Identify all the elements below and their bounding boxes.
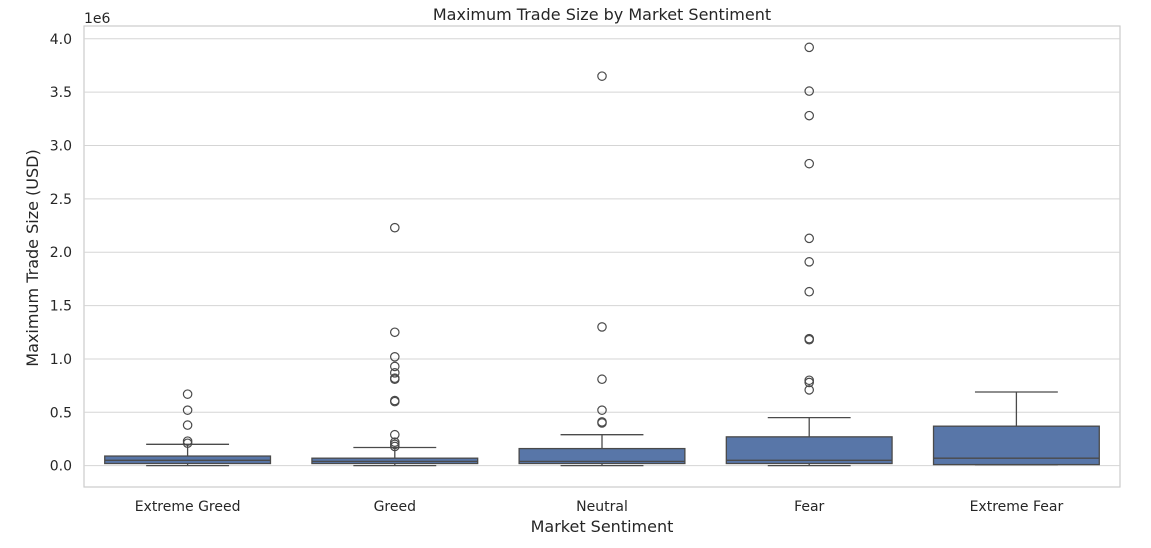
outlier-point [804, 385, 814, 395]
outlier-point [597, 405, 607, 415]
y-tick-label: 3.0 [50, 139, 72, 155]
box [725, 436, 893, 465]
y-tick-label: 2.0 [50, 245, 72, 261]
y-axis: 0.0 0.5 1.0 1.5 2.0 2.5 3.0 3.5 4.0 [50, 32, 72, 475]
outlier-point [389, 396, 400, 407]
y-axis-label: Maximum Trade Size (USD) [23, 149, 42, 366]
outlier-point [804, 42, 814, 53]
outlier-point [804, 257, 814, 267]
box-group [311, 222, 479, 467]
y-tick-label: 3.5 [50, 85, 72, 101]
x-tick-label: Extreme Fear [970, 499, 1064, 515]
x-axis-label: Market Sentiment [531, 517, 674, 536]
y-tick-label: 4.0 [50, 32, 72, 48]
x-tick-label: Neutral [576, 499, 628, 515]
chart-title: Maximum Trade Size by Market Sentiment [433, 5, 771, 24]
outlier-point [389, 352, 400, 362]
box-group [725, 42, 893, 467]
outlier-point [389, 441, 400, 452]
outlier-point [182, 389, 193, 399]
y-tick-label: 0.5 [50, 405, 72, 421]
outlier-point [804, 233, 814, 244]
outlier-point [597, 322, 607, 332]
outlier-point [389, 361, 400, 372]
outlier-point [804, 86, 814, 96]
x-tick-label: Extreme Greed [135, 499, 241, 515]
box-group [932, 391, 1100, 466]
box-group [104, 389, 272, 467]
x-axis: Extreme Greed Greed Neutral Fear Extreme Fea… [135, 499, 1064, 515]
outlier-point [804, 334, 814, 345]
outlier-point [804, 158, 814, 169]
y-tick-label: 0.0 [50, 459, 72, 475]
y-offset-label: 1e6 [84, 11, 111, 27]
x-tick-label: Greed [374, 499, 416, 515]
outlier-point [389, 222, 400, 233]
grid-lines [84, 38, 1120, 467]
outlier-point [389, 327, 400, 338]
box-group [518, 71, 686, 467]
outlier-point [804, 377, 814, 388]
y-tick-label: 1.5 [50, 299, 72, 315]
box [518, 447, 686, 465]
y-tick-label: 1.0 [50, 352, 72, 368]
outlier-point [182, 420, 193, 430]
outlier-point [804, 286, 814, 297]
y-tick-label: 2.5 [50, 192, 72, 208]
box-series [104, 42, 1100, 467]
outlier-point [182, 438, 193, 449]
outlier-point [389, 429, 400, 440]
outlier-point [597, 418, 607, 428]
outlier-point [597, 374, 607, 385]
outlier-point [804, 110, 814, 121]
x-tick-label: Fear [794, 499, 824, 515]
outlier-point [389, 374, 400, 385]
outlier-point [182, 405, 193, 415]
plot-frame [83, 25, 1121, 488]
outlier-point [597, 71, 607, 81]
outlier-point [389, 368, 400, 378]
